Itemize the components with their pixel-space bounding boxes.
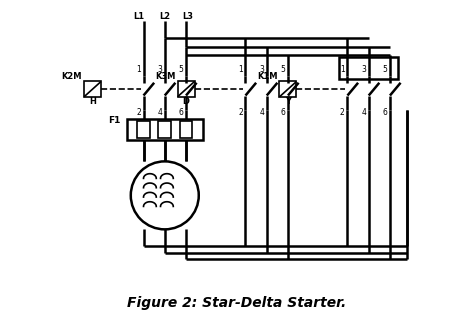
Text: 2: 2 [340,108,345,117]
Text: 4: 4 [259,108,264,117]
Text: 5: 5 [281,65,285,74]
Text: K2M: K2M [62,72,82,80]
Text: 3: 3 [157,65,162,74]
Bar [127,119,203,140]
Bar [178,81,194,97]
Bar [180,121,192,138]
Text: 3: 3 [361,65,366,74]
Bar [84,81,101,97]
Text: L1: L1 [134,12,145,21]
Text: L2: L2 [159,12,170,21]
Bar [137,121,150,138]
Text: 5: 5 [179,65,183,74]
Text: K3M: K3M [155,72,175,80]
Text: L3: L3 [182,12,194,21]
Text: D: D [182,97,190,106]
Text: 4: 4 [157,108,162,117]
Text: 4: 4 [361,108,366,117]
Text: 6: 6 [281,108,285,117]
Text: 6: 6 [383,108,387,117]
Text: K1M: K1M [257,72,277,80]
Text: 1: 1 [238,65,243,74]
Text: Figure 2: Star-Delta Starter.: Figure 2: Star-Delta Starter. [128,296,346,310]
Text: 5: 5 [383,65,387,74]
Bar [158,121,171,138]
Text: 1: 1 [340,65,345,74]
Text: Y: Y [285,97,291,106]
Text: F1: F1 [108,116,120,125]
Text: 3: 3 [259,65,264,74]
Text: 2: 2 [136,108,141,117]
Text: 6: 6 [179,108,183,117]
Bar [339,57,399,78]
Text: H: H [89,97,96,106]
Text: 1: 1 [136,65,141,74]
Bar [280,81,296,97]
Text: 2: 2 [238,108,243,117]
